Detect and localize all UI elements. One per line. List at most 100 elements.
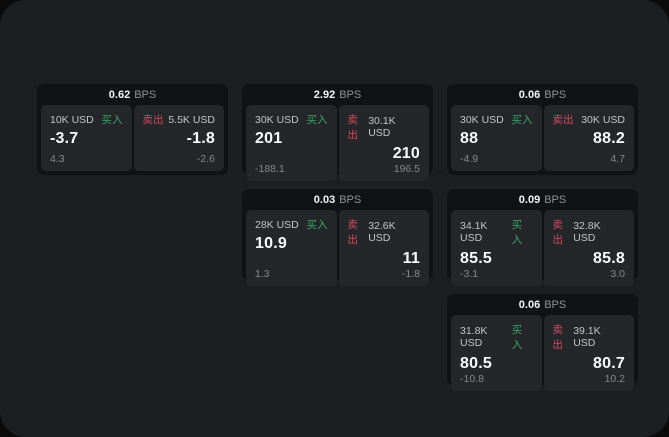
card-body: 30K USD 买入 88 -4.9 卖出 30K USD 88.2 4.7	[451, 105, 634, 171]
buy-tile-top: 30K USD 买入	[255, 112, 328, 127]
card-header: 0.09 BPS	[451, 189, 634, 210]
quote-card: 2.92 BPS 30K USD 买入 201 -188.1 卖出 30.1K …	[242, 84, 433, 181]
sell-amount: 5.5K USD	[168, 113, 215, 126]
buy-label[interactable]: 买入	[306, 114, 328, 126]
card-body: 31.8K USD 买入 80.5 -10.8 卖出 39.1K USD 80.…	[451, 315, 634, 391]
buy-sub-value: -10.8	[460, 373, 484, 385]
sell-tile[interactable]: 卖出 32.8K USD 85.8 3.0	[543, 210, 634, 286]
buy-amount: 31.8K USD	[460, 325, 488, 349]
buy-label[interactable]: 买入	[101, 114, 123, 126]
quote-card: 0.06 BPS 31.8K USD 买入 80.5 -10.8 卖出 39.1…	[447, 294, 638, 391]
card-header: 0.06 BPS	[451, 294, 634, 315]
sell-tile-top: 卖出 5.5K USD	[143, 112, 216, 127]
sell-tile[interactable]: 卖出 5.5K USD -1.8 -2.6	[133, 105, 224, 171]
buy-price: 80.5	[460, 355, 492, 372]
bps-value: 0.03	[313, 193, 336, 206]
bps-unit-label: BPS	[339, 88, 362, 101]
sell-amount: 30K USD	[581, 113, 625, 126]
sell-sub-value: 3.0	[610, 268, 625, 280]
card-header: 0.03 BPS	[246, 189, 429, 210]
buy-tile-top: 28K USD 买入	[255, 217, 328, 232]
sell-tile-top: 卖出 30K USD	[553, 112, 626, 127]
buy-tile-top: 34.1K USD 买入	[460, 217, 533, 247]
sell-amount: 32.8K USD	[573, 220, 601, 244]
buy-tile-top: 30K USD 买入	[460, 112, 533, 127]
sell-label[interactable]: 卖出	[347, 114, 359, 141]
sell-sub-value: -1.8	[401, 268, 420, 280]
sell-label[interactable]: 卖出	[552, 324, 564, 351]
buy-price: 201	[255, 130, 283, 147]
sell-price: 80.7	[593, 355, 625, 372]
sell-sub-value: -2.6	[196, 153, 215, 165]
buy-amount: 30K USD	[460, 113, 504, 126]
sell-price: 85.8	[593, 250, 625, 267]
sell-amount: 39.1K USD	[573, 325, 601, 349]
buy-price: 10.9	[255, 235, 287, 252]
sell-label[interactable]: 卖出	[552, 114, 574, 126]
sell-price: 11	[402, 250, 420, 267]
sell-tile[interactable]: 卖出 32.6K USD 11 -1.8	[338, 210, 429, 286]
bps-unit-label: BPS	[544, 88, 567, 101]
buy-price: 88	[460, 130, 479, 147]
bps-value: 0.09	[518, 193, 541, 206]
sell-label[interactable]: 卖出	[347, 219, 359, 246]
buy-tile[interactable]: 30K USD 买入 201 -188.1	[246, 105, 337, 181]
sell-amount: 30.1K USD	[368, 115, 396, 139]
buy-amount: 28K USD	[255, 218, 299, 231]
sell-tile[interactable]: 卖出 30.1K USD 210 196.5	[338, 105, 429, 181]
sell-tile-top: 卖出 32.8K USD	[553, 217, 626, 247]
card-body: 34.1K USD 买入 85.5 -3.1 卖出 32.8K USD 85.8…	[451, 210, 634, 286]
card-body: 30K USD 买入 201 -188.1 卖出 30.1K USD 210 1…	[246, 105, 429, 181]
buy-sub-value: -4.9	[460, 153, 479, 165]
bps-value: 0.62	[108, 88, 131, 101]
buy-label[interactable]: 买入	[306, 219, 328, 231]
buy-tile-top: 10K USD 买入	[50, 112, 123, 127]
quote-card: 0.09 BPS 34.1K USD 买入 85.5 -3.1 卖出 32.8K…	[447, 189, 638, 286]
card-header: 0.62 BPS	[41, 84, 224, 105]
card-header: 2.92 BPS	[246, 84, 429, 105]
buy-tile[interactable]: 10K USD 买入 -3.7 4.3	[41, 105, 132, 171]
buy-amount: 30K USD	[255, 113, 299, 126]
card-header: 0.06 BPS	[451, 84, 634, 105]
bps-value: 0.06	[518, 88, 541, 101]
quote-card: 0.62 BPS 10K USD 买入 -3.7 4.3 卖出 5.5K USD	[37, 84, 228, 175]
sell-tile-top: 卖出 32.6K USD	[348, 217, 421, 247]
sell-amount: 32.6K USD	[368, 220, 396, 244]
buy-label[interactable]: 买入	[511, 219, 523, 246]
sell-sub-value: 4.7	[610, 153, 625, 165]
quote-card: 0.03 BPS 28K USD 买入 10.9 1.3 卖出 32.6K US…	[242, 189, 433, 286]
buy-price: -3.7	[50, 130, 79, 147]
bps-value: 2.92	[313, 88, 336, 101]
sell-tile[interactable]: 卖出 30K USD 88.2 4.7	[543, 105, 634, 171]
buy-tile-top: 31.8K USD 买入	[460, 322, 533, 352]
buy-tile[interactable]: 31.8K USD 买入 80.5 -10.8	[451, 315, 542, 391]
card-body: 28K USD 买入 10.9 1.3 卖出 32.6K USD 11 -1.8	[246, 210, 429, 286]
buy-tile[interactable]: 30K USD 买入 88 -4.9	[451, 105, 542, 171]
bps-unit-label: BPS	[544, 193, 567, 206]
buy-label[interactable]: 买入	[511, 114, 533, 126]
buy-amount: 34.1K USD	[460, 220, 488, 244]
sell-tile-top: 卖出 39.1K USD	[553, 322, 626, 352]
quote-card: 0.06 BPS 30K USD 买入 88 -4.9 卖出 30K USD	[447, 84, 638, 175]
card-body: 10K USD 买入 -3.7 4.3 卖出 5.5K USD -1.8 -2.…	[41, 105, 224, 171]
bps-unit-label: BPS	[544, 298, 567, 311]
sell-label[interactable]: 卖出	[142, 114, 164, 126]
buy-sub-value: -3.1	[460, 268, 479, 280]
bps-unit-label: BPS	[134, 88, 157, 101]
sell-tile[interactable]: 卖出 39.1K USD 80.7 10.2	[543, 315, 634, 391]
buy-tile[interactable]: 28K USD 买入 10.9 1.3	[246, 210, 337, 286]
sell-label[interactable]: 卖出	[552, 219, 564, 246]
sell-price: 88.2	[593, 130, 625, 147]
sell-price: 210	[392, 145, 420, 162]
buy-price: 85.5	[460, 250, 492, 267]
buy-sub-value: -188.1	[255, 163, 285, 175]
sell-sub-value: 196.5	[393, 163, 420, 175]
buy-tile[interactable]: 34.1K USD 买入 85.5 -3.1	[451, 210, 542, 286]
quote-cards-grid: 0.62 BPS 10K USD 买入 -3.7 4.3 卖出 5.5K USD	[37, 84, 638, 391]
buy-sub-value: 1.3	[255, 268, 270, 280]
bps-value: 0.06	[518, 298, 541, 311]
buy-label[interactable]: 买入	[511, 324, 523, 351]
buy-amount: 10K USD	[50, 113, 94, 126]
sell-sub-value: 10.2	[604, 373, 625, 385]
